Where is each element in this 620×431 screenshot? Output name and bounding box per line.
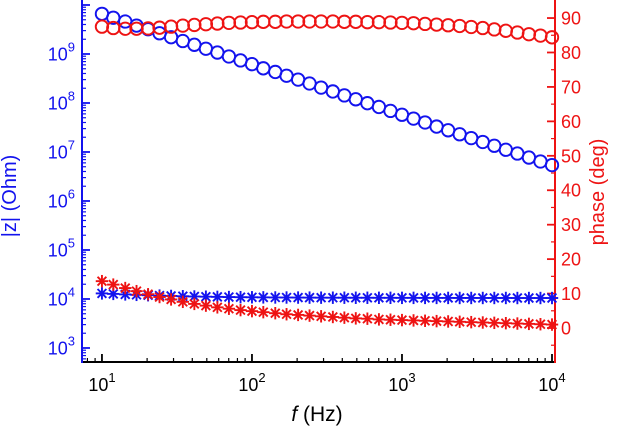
tick-label: 107 bbox=[48, 137, 75, 162]
right-tick-labels: 0 10 20 30 40 50 60 70 80 90 bbox=[561, 9, 581, 339]
tick-label: 106 bbox=[48, 186, 75, 211]
tick-label: 102 bbox=[238, 370, 265, 395]
tick-label: 105 bbox=[48, 235, 75, 260]
axis-titles: f (Hz) |z| (Ohm) phase (deg) bbox=[0, 139, 609, 426]
tick-label: 108 bbox=[48, 88, 75, 113]
tick-label: 90 bbox=[561, 9, 581, 29]
tick-label: 109 bbox=[48, 39, 75, 64]
tick-label: 101 bbox=[88, 370, 115, 395]
right-y-axis-label: phase (deg) bbox=[587, 139, 609, 246]
tick-label: 40 bbox=[561, 181, 581, 201]
left-y-axis-label: |z| (Ohm) bbox=[0, 155, 21, 238]
series-phase-circles bbox=[94, 14, 560, 45]
tick-label: 70 bbox=[561, 77, 581, 97]
tick-label: 60 bbox=[561, 112, 581, 132]
tick-label: 20 bbox=[561, 250, 581, 270]
tick-label: 50 bbox=[561, 146, 581, 166]
left-axis-ticks bbox=[82, 4, 90, 360]
tick-label: 30 bbox=[561, 215, 581, 235]
left-tick-labels: 103 104 105 106 107 108 109 bbox=[48, 39, 75, 358]
tick-label: 10 bbox=[561, 284, 581, 304]
tick-label: 104 bbox=[538, 370, 565, 395]
x-axis-ticks bbox=[86, 354, 553, 362]
axes-spines bbox=[81, 0, 556, 363]
tick-label: 104 bbox=[48, 284, 75, 309]
series-impedance-magnitude-circles bbox=[94, 6, 560, 173]
tick-label: 103 bbox=[388, 370, 415, 395]
x-tick-labels: 101 102 103 104 bbox=[88, 370, 565, 395]
tick-label: 0 bbox=[561, 319, 571, 339]
tick-label: 103 bbox=[48, 333, 75, 358]
series-phase-asterisks bbox=[95, 274, 559, 331]
x-axis-label: f (Hz) bbox=[291, 403, 342, 426]
tick-label: 80 bbox=[561, 43, 581, 63]
